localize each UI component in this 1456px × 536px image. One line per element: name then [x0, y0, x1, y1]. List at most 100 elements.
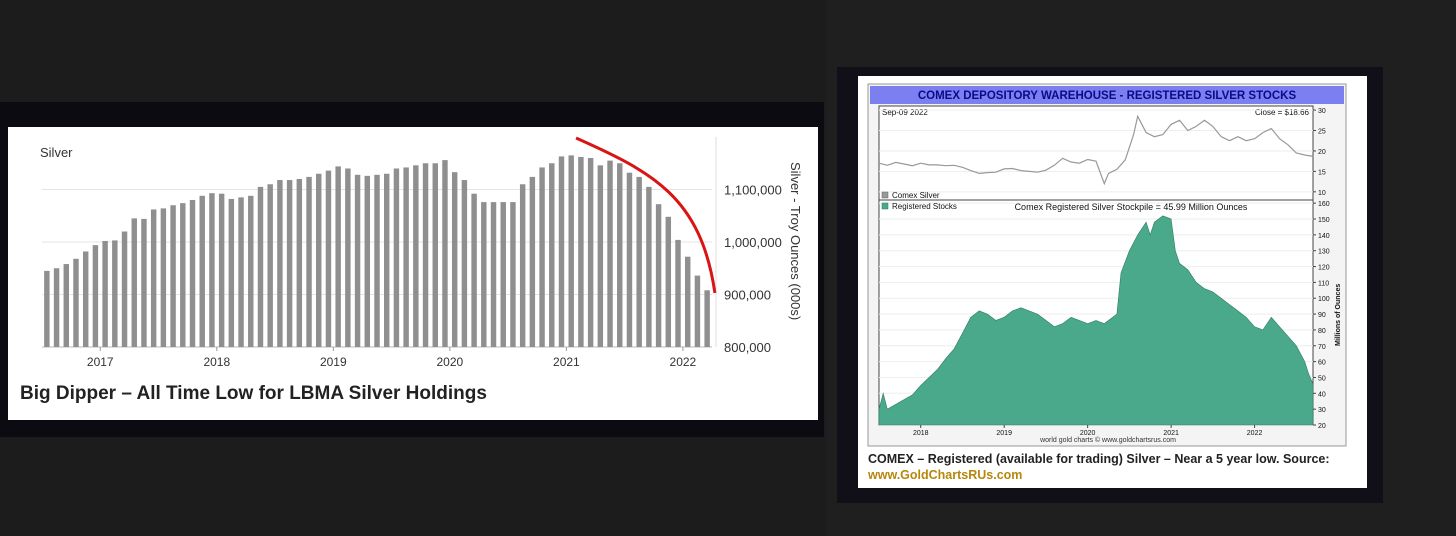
y-axis-label-millions: Millions of Ounces: [1335, 284, 1342, 346]
bar: [451, 172, 458, 347]
comex-chart-card: COMEX DEPOSITORY WAREHOUSE - REGISTERED …: [858, 76, 1367, 488]
bar: [325, 170, 332, 347]
bar: [617, 163, 623, 347]
comex-silver-price-line: [878, 114, 1314, 186]
x-tick-label: 2020: [1080, 430, 1096, 437]
bar: [335, 166, 341, 347]
top-y-tick-label: 10: [1318, 190, 1326, 197]
x-tick-label: 2020: [436, 355, 463, 369]
bottom-y-tick-label: 130: [1318, 249, 1330, 256]
bar: [675, 239, 681, 347]
top-y-tick-label: 25: [1318, 129, 1326, 136]
bar: [316, 173, 322, 347]
bar: [607, 160, 613, 347]
bar: [102, 240, 108, 347]
bar: [694, 275, 701, 347]
bar: [383, 173, 390, 347]
bar: [180, 203, 186, 347]
bar: [500, 202, 506, 347]
bar: [461, 180, 468, 347]
bar: [568, 155, 574, 347]
bar: [63, 264, 69, 347]
bar: [257, 186, 264, 347]
bar: [112, 240, 118, 347]
bottom-y-tick-label: 100: [1318, 296, 1330, 303]
bottom-y-tick-label: 30: [1318, 407, 1326, 414]
bottom-y-tick-label: 50: [1318, 375, 1326, 382]
legend-label-silver: Comex Silver: [892, 191, 940, 200]
bar: [354, 174, 361, 347]
bar: [471, 193, 477, 347]
bar: [393, 168, 400, 347]
x-tick-label: 2017: [87, 355, 114, 369]
lbma-silver-bar-chart: Silver 2017 2018 2019 2020 2021 2022 1,100,00…: [40, 136, 803, 369]
right-caption-text: COMEX – Registered (available for tradin…: [868, 452, 1330, 466]
bar: [655, 204, 662, 347]
y-tick-label: 1,100,000: [724, 183, 782, 198]
bar: [519, 184, 526, 347]
top-y-tick-label: 30: [1318, 108, 1326, 115]
bar: [558, 156, 565, 347]
bar: [199, 195, 205, 347]
bar: [238, 197, 244, 347]
y-tick-label: 900,000: [724, 288, 771, 303]
x-tick-label: 2019: [320, 355, 347, 369]
y-axis-label: Silver - Troy Ounces (000s): [788, 162, 803, 320]
top-y-tick-label: 15: [1318, 169, 1326, 176]
x-tick-label: 2021: [1163, 430, 1179, 437]
bar: [160, 208, 167, 347]
bar: [704, 290, 710, 347]
bar: [578, 156, 584, 347]
bar: [170, 205, 176, 347]
bar: [131, 218, 137, 347]
bar: [665, 216, 672, 347]
bar: [403, 167, 409, 347]
source-link[interactable]: www.GoldChartsRUs.com: [868, 468, 1023, 482]
bar: [277, 180, 283, 347]
x-tick-label: 2022: [1247, 430, 1263, 437]
chart-banner: [870, 86, 1344, 104]
bar: [189, 200, 196, 347]
bottom-y-tick-label: 150: [1318, 217, 1330, 224]
comex-registered-silver-chart: COMEX DEPOSITORY WAREHOUSE - REGISTERED …: [867, 83, 1347, 447]
bottom-y-tick-label: 110: [1318, 280, 1329, 287]
silver-price-panel: [878, 105, 1314, 201]
bar: [422, 163, 429, 347]
bar: [286, 180, 293, 347]
bottom-y-tick-label: 80: [1318, 328, 1326, 335]
left-caption: Big Dipper – All Time Low for LBMA Silve…: [20, 383, 487, 404]
x-tick-label: 2021: [553, 355, 580, 369]
bar: [413, 165, 419, 347]
legend-swatch-registered: [881, 202, 889, 210]
bar: [121, 231, 128, 347]
chart-banner-title: COMEX DEPOSITORY WAREHOUSE - REGISTERED …: [918, 90, 1297, 102]
y-tick-label: 1,000,000: [724, 235, 782, 250]
x-tick-label: 2018: [913, 430, 929, 437]
x-tick-label: 2018: [203, 355, 230, 369]
bar: [597, 165, 604, 347]
lbma-silver-chart-card: Silver 2017 2018 2019 2020 2021 2022 1,100,00…: [8, 127, 818, 420]
bar: [345, 168, 351, 347]
top-y-tick-label: 20: [1318, 149, 1326, 156]
bottom-y-tick-label: 20: [1318, 423, 1326, 430]
bar: [626, 172, 633, 347]
bar: [150, 209, 157, 347]
x-tick-label: 2019: [996, 430, 1012, 437]
bottom-y-tick-label: 90: [1318, 312, 1326, 319]
bottom-y-tick-label: 160: [1318, 201, 1330, 208]
bar: [510, 202, 516, 347]
bar: [685, 256, 691, 347]
stockpile-label: Comex Registered Silver Stockpile = 45.9…: [1015, 202, 1248, 212]
bar: [442, 160, 448, 347]
bar: [73, 258, 79, 347]
legend-swatch-silver: [881, 191, 889, 199]
bottom-y-tick-label: 40: [1318, 391, 1326, 398]
bar: [141, 218, 147, 347]
bar: [636, 176, 642, 347]
bar: [646, 186, 652, 347]
red-trend-annotation: [575, 136, 717, 294]
bottom-y-tick-label: 120: [1318, 265, 1330, 272]
y-tick-label: 800,000: [724, 340, 771, 355]
bar: [364, 175, 371, 347]
date-label: Sep-09 2022: [882, 108, 928, 117]
